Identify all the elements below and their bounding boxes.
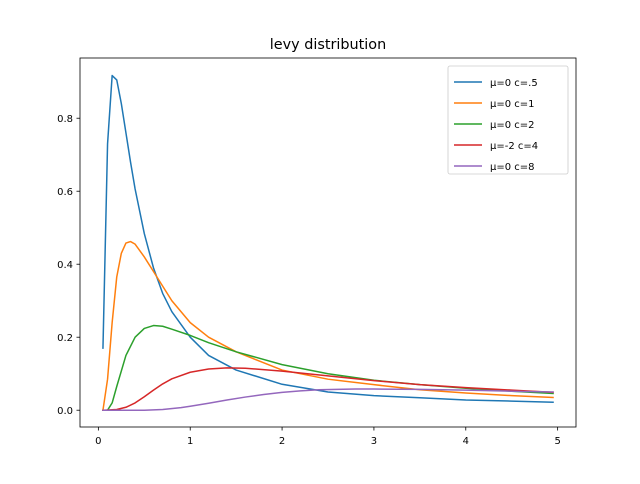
legend: μ=0 c=.5 μ=0 c=1 μ=0 c=2 μ=-2 c=4 μ=0 c=8 (447, 65, 569, 175)
series-line-1 (102, 74, 554, 403)
legend-label: μ=0 c=1 (490, 99, 535, 110)
series-line-5 (102, 388, 554, 411)
x-tick-label: 1 (187, 436, 193, 447)
legend-label: μ=0 c=2 (490, 120, 535, 131)
x-tick-label: 4 (463, 436, 469, 447)
series-line-4 (102, 367, 554, 411)
y-tick-label: 0.0 (57, 406, 73, 417)
x-tick-label: 3 (371, 436, 377, 447)
legend-label: μ=0 c=.5 (490, 78, 538, 89)
x-tick-label: 5 (554, 436, 560, 447)
axes-frame (79, 57, 577, 428)
plot-area (102, 74, 554, 412)
x-tick-label: 2 (279, 436, 285, 447)
legend-label: μ=0 c=8 (490, 162, 535, 173)
x-tick-label: 0 (95, 436, 101, 447)
y-tick-label: 0.4 (57, 260, 73, 271)
legend-box (447, 65, 569, 175)
y-tick-label: 0.6 (57, 187, 73, 198)
y-tick-label: 0.8 (57, 114, 73, 125)
chart-title: levy distribution (270, 37, 386, 53)
series-line-2 (102, 240, 554, 412)
legend-label: μ=-2 c=4 (490, 141, 538, 152)
y-tick-label: 0.2 (57, 333, 73, 344)
axes: 0 1 2 3 4 5 0.0 0.2 0.4 0.6 0.8 (57, 57, 577, 447)
